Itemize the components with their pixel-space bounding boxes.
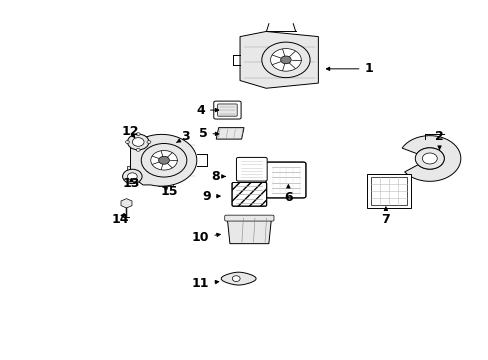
Polygon shape [240, 31, 318, 88]
Circle shape [422, 153, 436, 164]
Circle shape [127, 173, 137, 180]
Text: 13: 13 [122, 177, 140, 190]
Circle shape [261, 42, 309, 78]
Circle shape [280, 56, 291, 64]
Text: 5: 5 [198, 127, 218, 140]
Bar [370, 177, 407, 205]
Text: 6: 6 [284, 185, 292, 204]
FancyBboxPatch shape [236, 157, 266, 181]
FancyBboxPatch shape [232, 183, 266, 206]
Circle shape [136, 133, 140, 135]
Bar [127, 166, 137, 170]
Bar [366, 174, 410, 208]
FancyBboxPatch shape [213, 101, 241, 119]
Circle shape [132, 138, 144, 146]
Polygon shape [130, 134, 196, 186]
Circle shape [150, 150, 177, 170]
Circle shape [125, 140, 129, 143]
Text: 3: 3 [176, 130, 190, 144]
FancyBboxPatch shape [224, 215, 273, 221]
FancyBboxPatch shape [217, 104, 237, 116]
Text: 4: 4 [196, 104, 218, 117]
Polygon shape [401, 136, 460, 181]
Text: 12: 12 [121, 125, 139, 138]
Text: 9: 9 [202, 190, 220, 203]
Circle shape [147, 140, 151, 143]
Text: 2: 2 [434, 130, 443, 149]
Polygon shape [121, 199, 132, 208]
Text: 10: 10 [191, 231, 220, 244]
Text: 7: 7 [381, 207, 389, 226]
Circle shape [232, 276, 240, 282]
Bar [158, 179, 173, 186]
Polygon shape [221, 272, 256, 285]
Text: 14: 14 [111, 213, 129, 226]
Polygon shape [216, 128, 244, 139]
Circle shape [141, 144, 186, 177]
Text: 1: 1 [325, 62, 372, 75]
Circle shape [136, 148, 140, 151]
Polygon shape [227, 217, 271, 244]
FancyBboxPatch shape [265, 162, 305, 198]
Text: 8: 8 [210, 170, 225, 183]
Text: 11: 11 [191, 278, 218, 291]
Circle shape [127, 134, 149, 150]
Circle shape [122, 169, 142, 184]
Text: 15: 15 [160, 185, 177, 198]
Circle shape [414, 148, 444, 169]
Circle shape [270, 49, 301, 71]
Circle shape [158, 156, 169, 164]
Bar [163, 176, 167, 179]
